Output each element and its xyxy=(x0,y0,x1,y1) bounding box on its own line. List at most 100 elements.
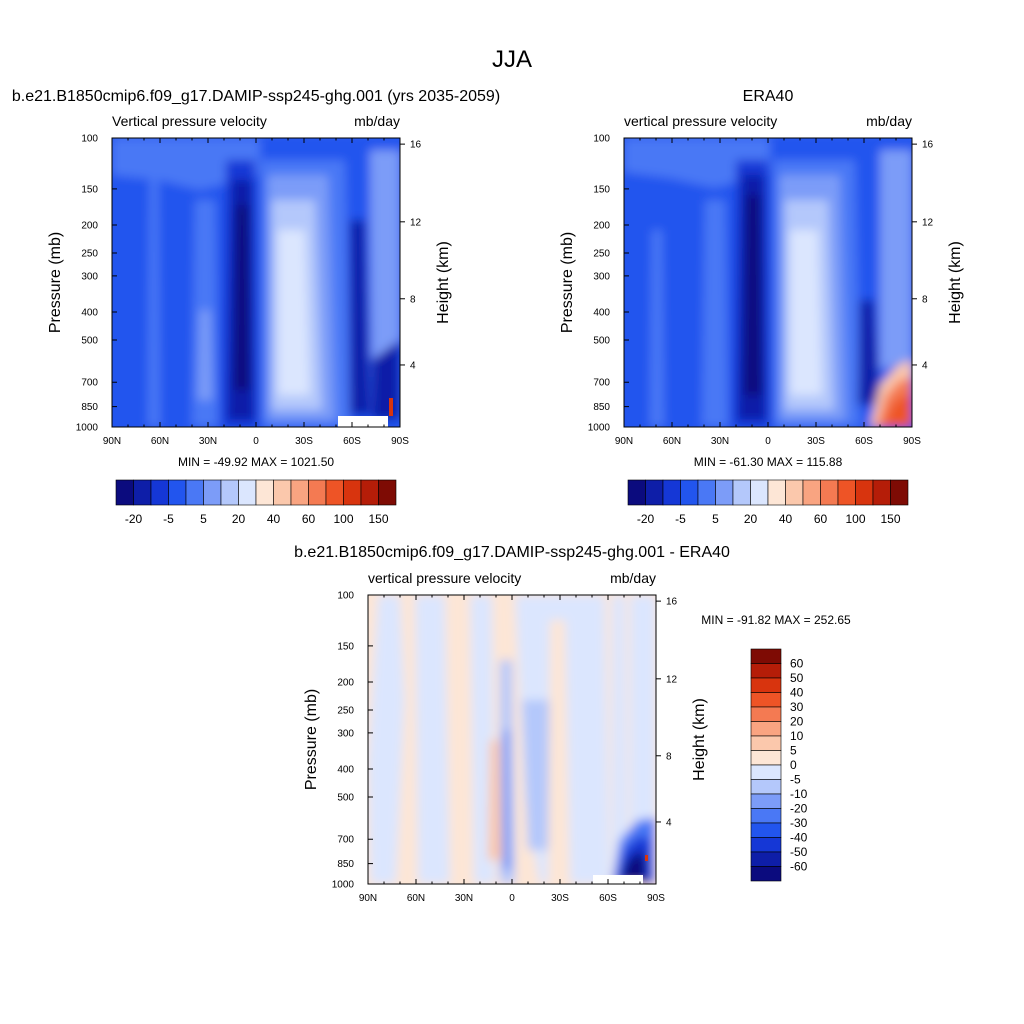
x-tick-label: 0 xyxy=(509,893,515,904)
colorbar-label: 50 xyxy=(790,671,804,685)
field-cool-band-1 xyxy=(368,595,405,884)
x-tick-label: 60N xyxy=(663,436,681,447)
page-title: JJA xyxy=(492,46,532,73)
field-cool-south-inner xyxy=(522,700,555,850)
y-tick-label: 250 xyxy=(337,706,354,717)
colorbar-swatch xyxy=(273,479,292,506)
colorbar-label: -20 xyxy=(637,512,655,526)
colorbar-label: -60 xyxy=(790,860,808,874)
field-south-dark xyxy=(350,220,370,415)
colorbar-swatch xyxy=(750,779,782,795)
colorbar-swatch xyxy=(750,837,782,853)
colorbar-swatch xyxy=(750,663,782,679)
colorbar-swatch xyxy=(627,479,646,506)
panel-era40: ERA40 vertical pressure velocity mb/day xyxy=(559,88,964,526)
x-tick-label: 0 xyxy=(253,436,259,447)
y-tick-label: 1000 xyxy=(76,423,99,434)
field-warm-anomaly xyxy=(488,740,502,860)
field-band-midlat xyxy=(702,200,728,427)
colorbar-swatch xyxy=(115,479,134,506)
y-tick-label: 300 xyxy=(337,728,354,739)
panel-model-contours xyxy=(112,138,400,427)
field-core-darkest xyxy=(744,195,762,395)
colorbar-swatch xyxy=(750,735,782,751)
field-polar-red xyxy=(389,398,393,416)
x-tick-label: 60N xyxy=(151,436,169,447)
y-tick-label: 300 xyxy=(593,271,610,282)
colorbar-swatch xyxy=(855,479,874,506)
y-tick-label: 700 xyxy=(593,378,610,389)
x-tick-label: 0 xyxy=(765,436,771,447)
colorbar-label: 60 xyxy=(814,512,828,526)
colorbar-swatch xyxy=(308,479,327,506)
panel-diff-axes: 90N 60N 30N 0 30S 60S 90S 100 150 200 250 300 400 500… xyxy=(303,591,708,905)
x-tick-label: 60S xyxy=(855,436,873,447)
panel-era40-title: ERA40 xyxy=(743,88,794,105)
colorbar-label: 20 xyxy=(232,512,246,526)
colorbar-swatch xyxy=(750,706,782,722)
y-tick-label: 200 xyxy=(81,220,98,231)
colorbar-label: -50 xyxy=(790,845,808,859)
panel-model-title: b.e21.B1850cmip6.f09_g17.DAMIP-ssp245-gh… xyxy=(12,88,500,105)
y-tick-label: 250 xyxy=(593,249,610,260)
y-tick-label: 850 xyxy=(337,859,354,870)
colorbar-label: 0 xyxy=(790,758,797,772)
field-south-lightest xyxy=(790,230,822,395)
colorbar-swatch xyxy=(750,851,782,867)
y-tick-label: 250 xyxy=(81,249,98,260)
colorbar-label: -5 xyxy=(790,773,801,787)
colorbar-swatch xyxy=(767,479,786,506)
panel-diff-field xyxy=(368,595,656,884)
colorbar-label: 60 xyxy=(790,657,804,671)
height-tick-label: 8 xyxy=(666,751,672,762)
y-tick-label: 150 xyxy=(81,184,98,195)
height-tick-label: 4 xyxy=(410,360,416,371)
colorbar-label: -5 xyxy=(163,512,174,526)
colorbar-swatch xyxy=(750,692,782,708)
field-south-lightest xyxy=(278,230,310,395)
panel-model-stats: MIN = -49.92 MAX = 1021.50 xyxy=(178,455,334,469)
field-polar-column xyxy=(630,595,656,830)
colorbar-swatch xyxy=(750,750,782,766)
x-tick-label: 30N xyxy=(711,436,729,447)
y-tick-label: 500 xyxy=(81,336,98,347)
y-tick-label: 300 xyxy=(81,271,98,282)
height-axis-label: Height (km) xyxy=(947,241,964,324)
y-tick-label: 100 xyxy=(593,134,610,145)
y-tick-label: 700 xyxy=(337,835,354,846)
colorbar-label: 5 xyxy=(200,512,207,526)
panel-diff-subtitle-left: vertical pressure velocity xyxy=(368,570,521,586)
y-tick-label: 400 xyxy=(593,307,610,318)
x-tick-label: 90S xyxy=(391,436,409,447)
height-tick-label: 12 xyxy=(922,217,934,228)
x-tick-label: 90N xyxy=(359,893,377,904)
panel-diff: b.e21.B1850cmip6.f09_g17.DAMIP-ssp245-gh… xyxy=(294,544,851,904)
colorbar-swatch xyxy=(750,648,782,664)
panel-era40-field xyxy=(624,138,912,427)
colorbar-swatch xyxy=(750,793,782,809)
y-tick-label: 200 xyxy=(593,220,610,231)
panel-model-field xyxy=(112,138,400,427)
colorbar-label: 5 xyxy=(712,512,719,526)
colorbar-swatch xyxy=(750,764,782,780)
y-tick-label: 400 xyxy=(81,307,98,318)
y-tick-label: 850 xyxy=(593,402,610,413)
colorbar-swatch xyxy=(238,479,257,506)
field-cool-core-dark xyxy=(502,730,512,870)
colorbar-label: 30 xyxy=(790,700,804,714)
colorbar-label: 100 xyxy=(845,512,865,526)
colorbar-swatch xyxy=(750,808,782,824)
y-tick-label: 1000 xyxy=(588,423,611,434)
panel-era40-subtitle-left: vertical pressure velocity xyxy=(624,113,777,129)
y-tick-label: 150 xyxy=(593,184,610,195)
colorbar-label: 150 xyxy=(368,512,388,526)
y-tick-label: 100 xyxy=(81,134,98,145)
height-tick-label: 16 xyxy=(410,140,422,151)
colorbar-swatch xyxy=(645,479,664,506)
colorbar-label: 20 xyxy=(744,512,758,526)
x-tick-label: 90N xyxy=(615,436,633,447)
colorbar-swatch xyxy=(750,479,769,506)
x-tick-label: 60N xyxy=(407,893,425,904)
colorbar-label: 40 xyxy=(779,512,793,526)
